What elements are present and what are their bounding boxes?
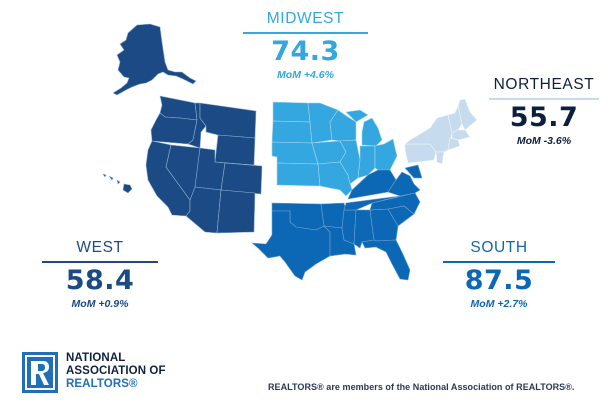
logo-line-1: NATIONAL bbox=[66, 352, 126, 364]
colorado bbox=[220, 162, 263, 195]
region-card-south: SOUTH 87.5 MoM +2.7% bbox=[443, 239, 555, 311]
maryland-de bbox=[404, 164, 423, 179]
tennessee bbox=[343, 195, 401, 211]
region-name-south: SOUTH bbox=[470, 239, 528, 256]
hawaii-shape bbox=[102, 173, 133, 194]
region-name-west: WEST bbox=[76, 239, 124, 256]
michigan bbox=[345, 109, 383, 147]
nar-logo: NATIONAL ASSOCIATION OF REALTORS® bbox=[22, 352, 166, 393]
region-value-northeast: 55.7 bbox=[509, 102, 579, 133]
logo-line-2: ASSOCIATION OF bbox=[66, 365, 166, 377]
region-divider-west bbox=[42, 261, 158, 263]
region-name-midwest: MIDWEST bbox=[266, 10, 345, 27]
nebraska bbox=[271, 141, 319, 165]
region-card-west: WEST 58.4 MoM +0.9% bbox=[42, 239, 158, 311]
region-mom-midwest: MoM +4.6% bbox=[277, 69, 334, 81]
massachusetts bbox=[451, 129, 471, 141]
new-jersey bbox=[435, 151, 445, 165]
nar-logo-text: NATIONAL ASSOCIATION OF REALTORS® bbox=[66, 352, 166, 391]
footer-disclaimer: REALTORS® are members of the National As… bbox=[268, 382, 575, 392]
region-south-shape bbox=[251, 164, 423, 281]
logo-line-3: REALTORS® bbox=[66, 378, 138, 390]
virginia-wv bbox=[387, 171, 421, 197]
region-value-west: 58.4 bbox=[65, 265, 135, 296]
region-name-northeast: NORTHEAST bbox=[493, 76, 595, 93]
ohio bbox=[374, 138, 398, 171]
region-northeast-shape bbox=[404, 98, 478, 165]
kentucky bbox=[347, 169, 397, 200]
region-west-shape bbox=[102, 23, 263, 234]
montana bbox=[199, 102, 257, 139]
region-divider-midwest bbox=[243, 32, 368, 34]
south-dakota bbox=[271, 120, 313, 144]
wisconsin bbox=[329, 109, 357, 142]
illinois bbox=[339, 139, 361, 185]
kansas bbox=[276, 162, 321, 187]
region-mom-south: MoM +2.7% bbox=[470, 298, 528, 310]
washington bbox=[159, 95, 198, 121]
north-dakota bbox=[272, 101, 311, 123]
region-mom-northeast: MoM -3.6% bbox=[516, 135, 572, 147]
alaska-shape bbox=[112, 23, 197, 96]
region-midwest-shape bbox=[271, 101, 398, 197]
pennsylvania bbox=[404, 143, 437, 164]
texas bbox=[251, 210, 331, 281]
region-card-northeast: NORTHEAST 55.7 MoM -3.6% bbox=[489, 76, 599, 148]
region-card-midwest: MIDWEST 74.3 MoM +4.6% bbox=[243, 10, 368, 82]
region-value-midwest: 74.3 bbox=[271, 36, 340, 67]
new-mexico bbox=[216, 189, 256, 234]
realtor-r-icon bbox=[22, 352, 58, 393]
wyoming bbox=[214, 134, 256, 166]
region-value-south: 87.5 bbox=[464, 265, 534, 296]
region-divider-northeast bbox=[489, 98, 599, 100]
maine bbox=[457, 98, 478, 131]
mississippi bbox=[341, 209, 357, 245]
florida bbox=[361, 239, 411, 281]
region-mom-west: MoM +0.9% bbox=[71, 298, 129, 310]
connecticut-ri bbox=[447, 137, 461, 151]
region-divider-south bbox=[443, 261, 555, 263]
north-carolina bbox=[369, 192, 421, 215]
